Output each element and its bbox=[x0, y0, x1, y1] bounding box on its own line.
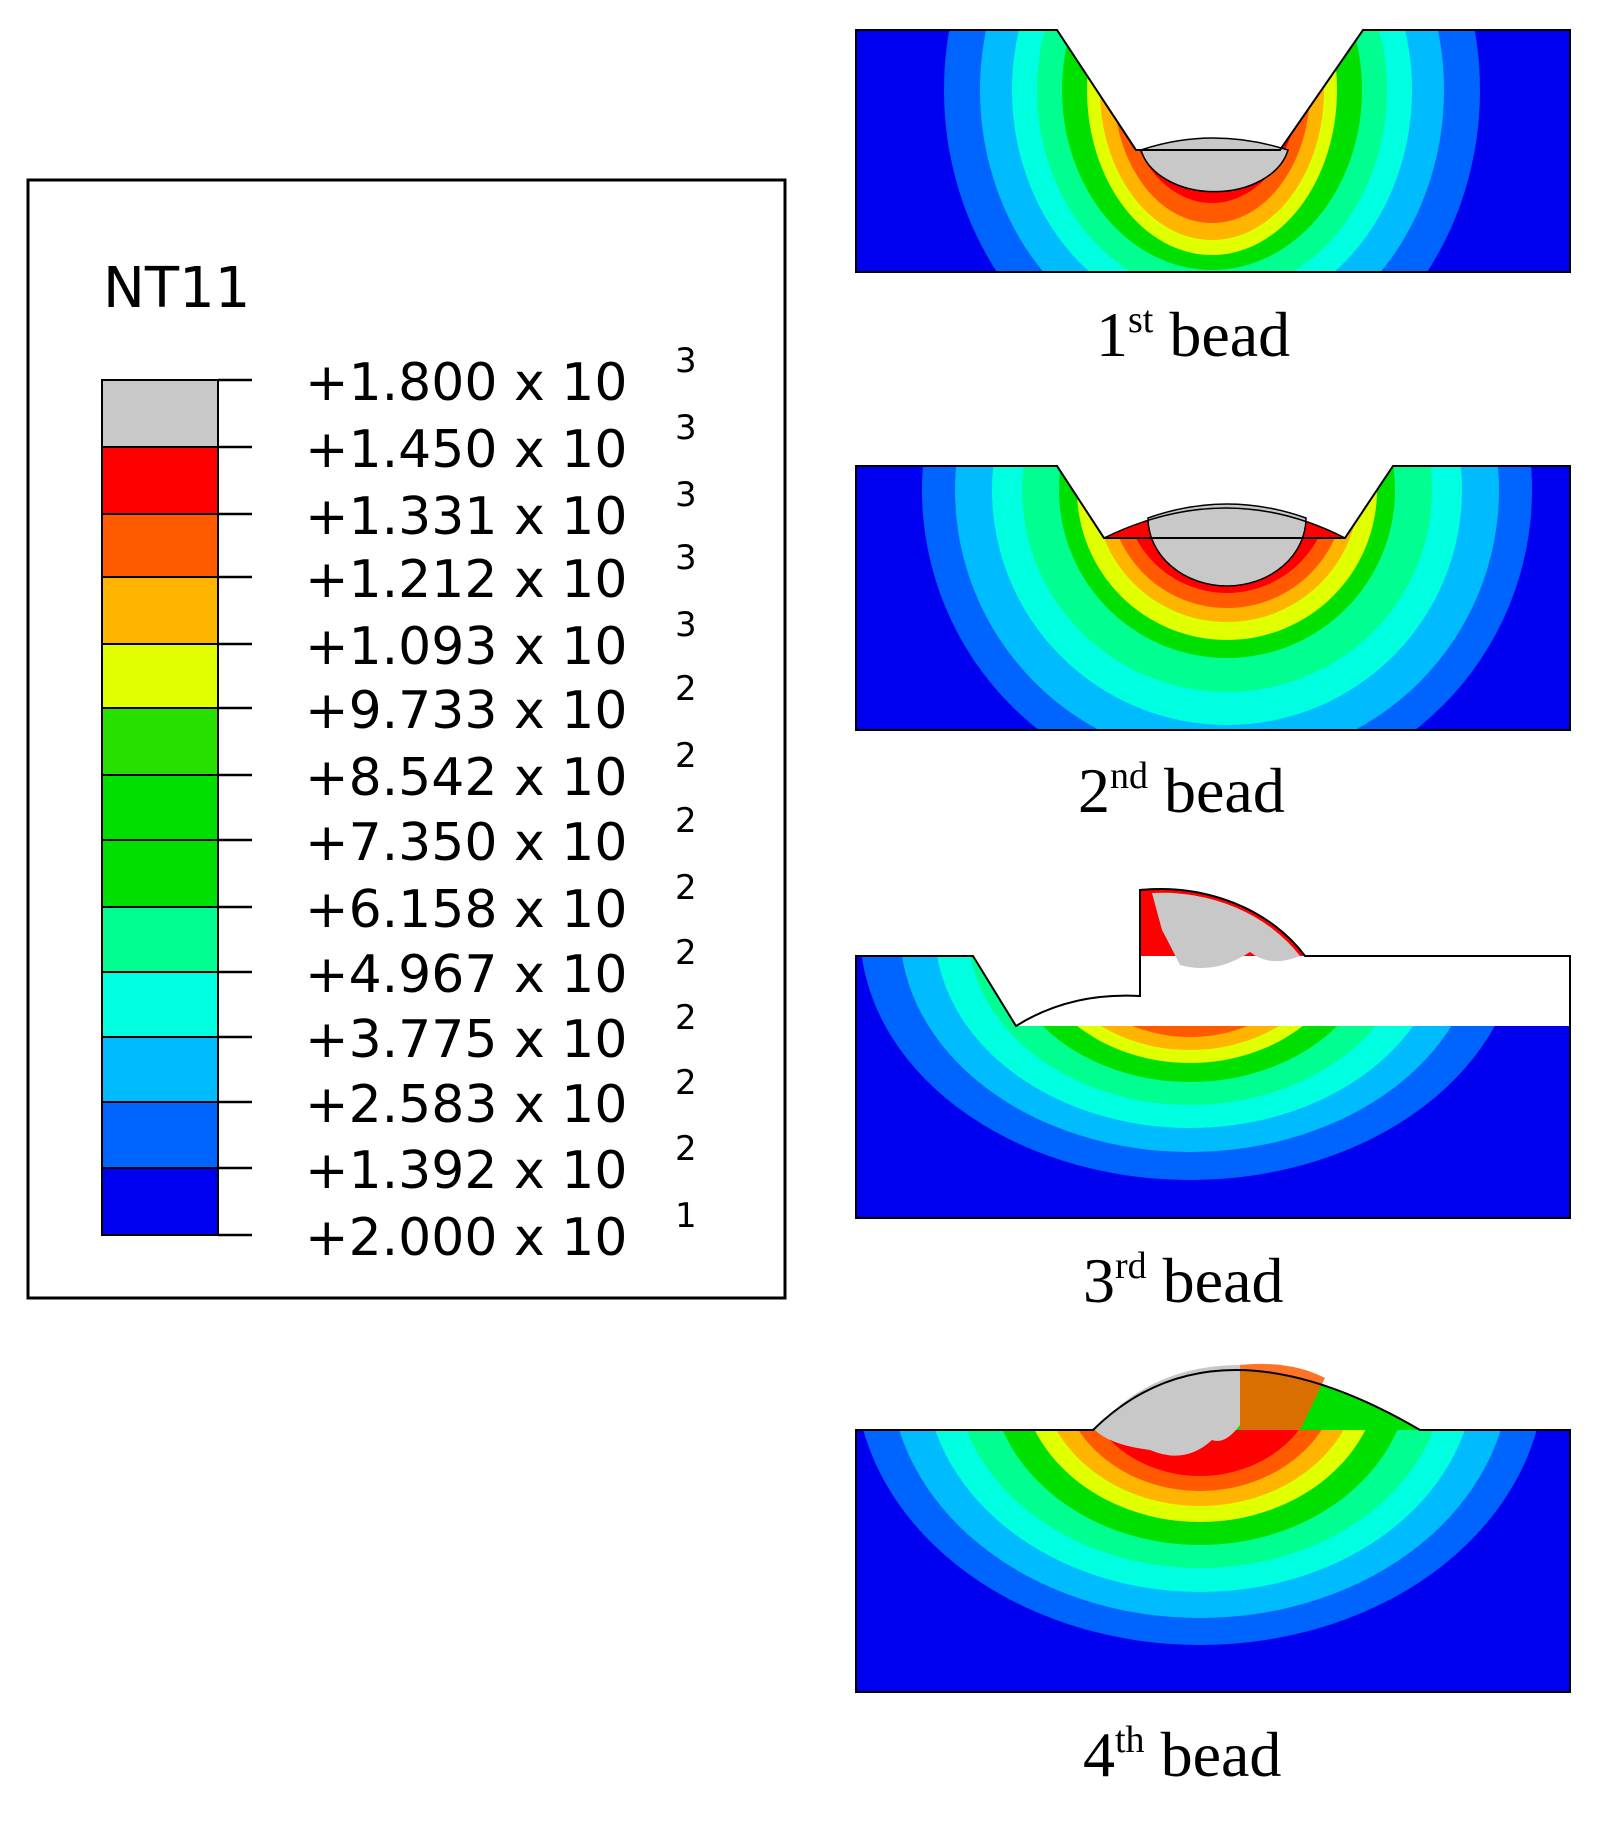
legend-label-5: +1.093 x 10 bbox=[305, 617, 627, 677]
bead-2-molten-pool bbox=[1147, 503, 1307, 587]
legend-label-exponent-2: 3 bbox=[675, 408, 697, 448]
legend-swatch-10 bbox=[101, 971, 219, 1038]
legend-label-exponent-7: 2 bbox=[675, 736, 697, 776]
legend-label-exponent-12: 2 bbox=[675, 1063, 697, 1103]
legend: NT11 +1.800 x 10 3 +1.450 x 10 3 +1.331 x 10… bbox=[26, 178, 787, 1300]
legend-swatch-9 bbox=[101, 906, 219, 973]
bead-1-caption: 1st bead bbox=[1096, 299, 1290, 370]
bead-4-outline bbox=[855, 1369, 1571, 1693]
legend-label-7: +8.542 x 10 bbox=[305, 748, 627, 808]
legend-label-14: +2.000 x 10 bbox=[305, 1208, 627, 1268]
legend-title: NT11 bbox=[103, 256, 250, 321]
legend-label-exponent-5: 3 bbox=[675, 605, 697, 645]
legend-colorbar bbox=[101, 378, 252, 1237]
bead-1-outline bbox=[855, 29, 1571, 273]
legend-swatch-6 bbox=[101, 707, 219, 776]
legend-swatch-8 bbox=[101, 839, 219, 908]
legend-label-3: +1.331 x 10 bbox=[305, 487, 627, 547]
legend-label-exponent-6: 2 bbox=[675, 669, 697, 709]
legend-swatch-13 bbox=[101, 1167, 219, 1236]
bead-2-outline bbox=[855, 465, 1571, 731]
legend-swatch-5 bbox=[101, 643, 219, 709]
legend-label-9: +6.158 x 10 bbox=[305, 880, 627, 940]
legend-label-exponent-13: 2 bbox=[675, 1129, 697, 1169]
bead-4-caption: 4th bead bbox=[1083, 1719, 1281, 1790]
bead-2-contour-field bbox=[856, 466, 1570, 730]
legend-label-exponent-8: 2 bbox=[675, 801, 697, 841]
legend-swatch-11 bbox=[101, 1036, 219, 1103]
legend-swatch-1 bbox=[101, 379, 219, 448]
legend-labels: +1.800 x 10 3 +1.450 x 10 3 +1.331 x 10 3 +1.2… bbox=[305, 341, 697, 1268]
legend-swatch-12 bbox=[101, 1101, 219, 1169]
bead-3-outline bbox=[855, 888, 1571, 1219]
legend-label-exponent-14: 1 bbox=[675, 1196, 697, 1236]
legend-label-13: +1.392 x 10 bbox=[305, 1141, 627, 1201]
legend-label-exponent-11: 2 bbox=[675, 998, 697, 1038]
bead-3-molten-pool bbox=[1152, 892, 1300, 969]
legend-label-exponent-9: 2 bbox=[675, 868, 697, 908]
legend-label-exponent-10: 2 bbox=[675, 933, 697, 973]
legend-label-10: +4.967 x 10 bbox=[305, 945, 627, 1005]
legend-label-exponent-3: 3 bbox=[675, 475, 697, 515]
legend-label-exponent-4: 3 bbox=[675, 538, 697, 578]
bead-4-molten-pool bbox=[1095, 1365, 1240, 1456]
legend-label-11: +3.775 x 10 bbox=[305, 1010, 627, 1070]
legend-swatch-4 bbox=[101, 576, 219, 645]
bead-panel-1: 1st bead bbox=[855, 29, 1571, 370]
bead-3-caption: 3rd bead bbox=[1083, 1245, 1283, 1316]
bead-panel-4: 4th bead bbox=[855, 1363, 1571, 1790]
legend-label-2: +1.450 x 10 bbox=[305, 420, 627, 480]
bead-1-molten-pool bbox=[1140, 137, 1289, 193]
bead-4-contour-field bbox=[856, 1430, 1570, 1692]
legend-label-1: +1.800 x 10 bbox=[305, 353, 627, 413]
legend-label-4: +1.212 x 10 bbox=[305, 550, 627, 610]
legend-swatch-7 bbox=[101, 774, 219, 841]
legend-label-6: +9.733 x 10 bbox=[305, 681, 627, 741]
legend-label-12: +2.583 x 10 bbox=[305, 1075, 627, 1135]
legend-swatch-3 bbox=[101, 513, 219, 578]
legend-swatch-2 bbox=[101, 446, 219, 515]
bead-panel-2: 2nd bead bbox=[855, 465, 1571, 826]
bead-2-caption: 2nd bead bbox=[1078, 755, 1285, 826]
legend-label-8: +7.350 x 10 bbox=[305, 813, 627, 873]
legend-label-exponent-1: 3 bbox=[675, 341, 697, 381]
